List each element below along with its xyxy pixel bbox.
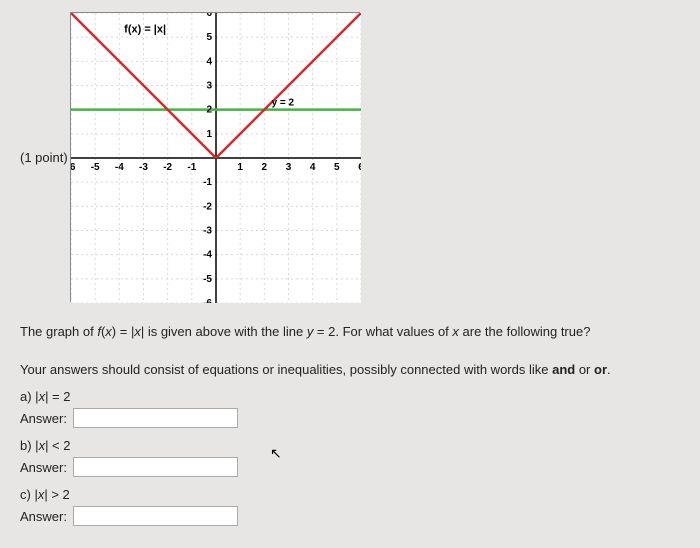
svg-text:3: 3 <box>285 162 291 173</box>
svg-text:6: 6 <box>358 162 361 173</box>
cursor-icon: ↖ <box>270 445 282 462</box>
svg-text:-4: -4 <box>203 250 212 261</box>
svg-text:1: 1 <box>237 162 243 173</box>
svg-text:-5: -5 <box>203 274 212 285</box>
svg-text:-2: -2 <box>163 162 172 173</box>
answer-input-c[interactable] <box>73 506 238 526</box>
answer-label-a: Answer: <box>20 411 67 426</box>
svg-text:3: 3 <box>206 81 212 92</box>
svg-text:4: 4 <box>310 162 316 173</box>
graph-container: -6 -5 -4 -3 -2 -1 1 2 3 4 5 6 -6 -5 -4 -3 -2 -1 1 2 3 4 5 6 f(x)… <box>70 12 360 302</box>
svg-text:-5: -5 <box>90 162 99 173</box>
answer-label-c: Answer: <box>20 509 67 524</box>
point-label: (1 point) <box>20 150 68 165</box>
answer-input-b[interactable] <box>73 457 238 477</box>
svg-text:-4: -4 <box>115 162 124 173</box>
svg-text:-3: -3 <box>203 226 212 237</box>
svg-text:-1: -1 <box>203 177 212 188</box>
svg-text:4: 4 <box>206 56 212 67</box>
svg-text:-1: -1 <box>187 162 196 173</box>
svg-text:-3: -3 <box>139 162 148 173</box>
svg-text:5: 5 <box>334 162 340 173</box>
svg-text:-6: -6 <box>71 162 76 173</box>
svg-text:1: 1 <box>206 129 212 140</box>
svg-text:y = 2: y = 2 <box>271 98 294 109</box>
question-text-2: Your answers should consist of equations… <box>20 360 680 380</box>
part-a-label: a) |x| = 2 <box>20 389 680 404</box>
svg-text:-2: -2 <box>203 201 212 212</box>
answer-label-b: Answer: <box>20 460 67 475</box>
part-b-label: b) |x| < 2 <box>20 438 680 453</box>
svg-text:f(x) = |x|: f(x) = |x| <box>124 23 166 35</box>
answer-input-a[interactable] <box>73 408 238 428</box>
part-c-label: c) |x| > 2 <box>20 487 680 502</box>
svg-text:6: 6 <box>206 13 212 19</box>
svg-text:2: 2 <box>206 105 212 116</box>
svg-text:5: 5 <box>206 32 212 43</box>
question-text-1: The graph of f(x) = |x| is given above w… <box>20 322 680 342</box>
svg-text:-6: -6 <box>203 298 212 303</box>
svg-text:2: 2 <box>261 162 267 173</box>
